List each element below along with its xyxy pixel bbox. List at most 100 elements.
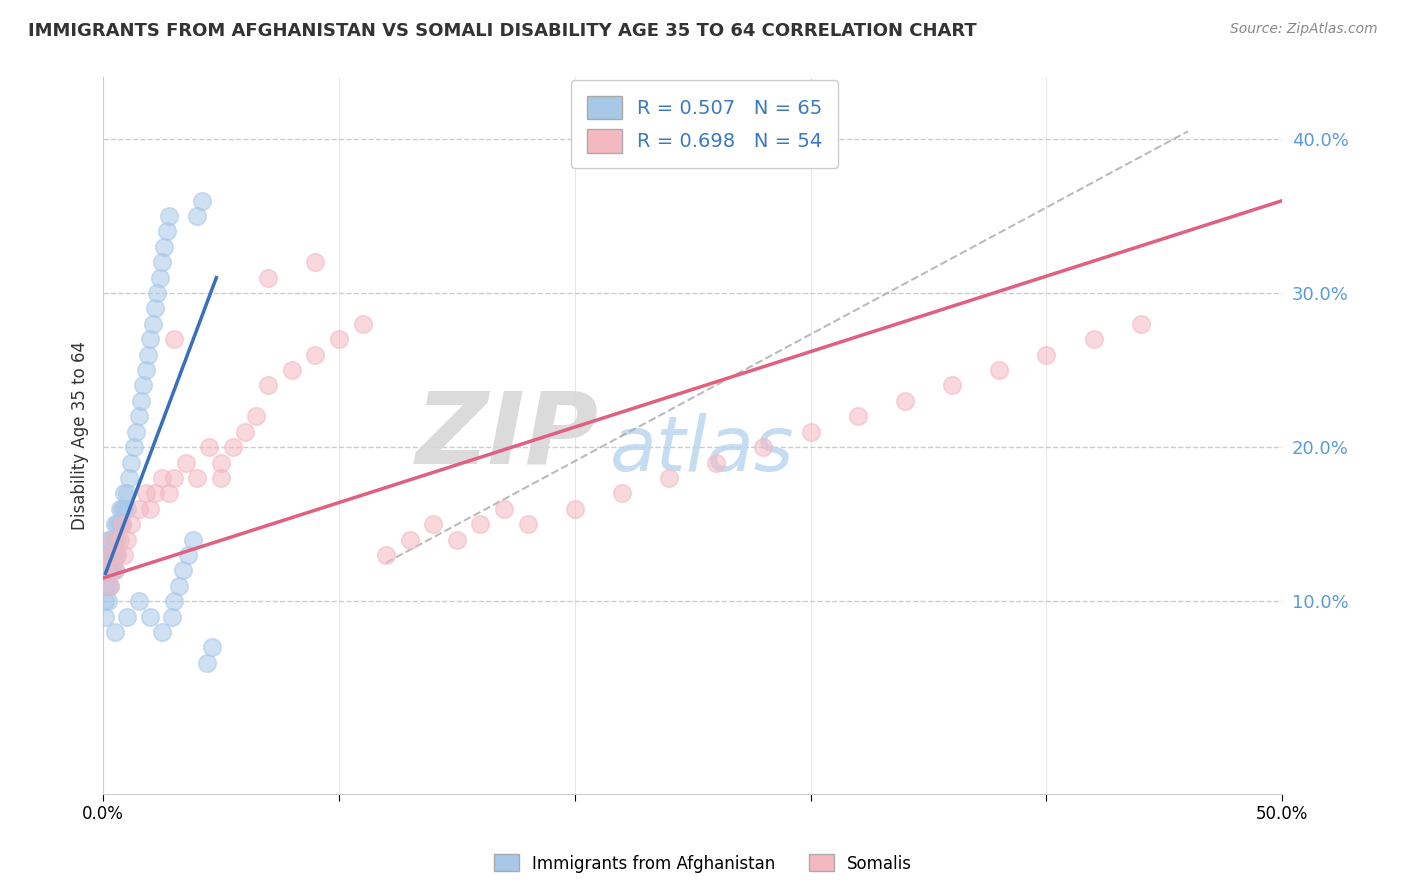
Point (564, 501, 586, 516)
Point (281, 363, 304, 377)
Point (97, 579, 120, 593)
Point (108, 517, 131, 532)
Point (135, 363, 157, 377)
Point (94, 594, 117, 608)
Point (163, 471, 186, 485)
Point (198, 440, 221, 454)
Point (174, 456, 197, 470)
Point (150, 624, 173, 639)
Point (104, 563, 127, 577)
Point (111, 501, 134, 516)
Point (135, 486, 157, 500)
Point (846, 409, 869, 424)
Point (195, 656, 218, 670)
Point (115, 501, 138, 516)
Point (257, 378, 280, 392)
Point (894, 393, 917, 408)
Point (143, 486, 166, 500)
Point (1083, 332, 1105, 346)
Y-axis label: Disability Age 35 to 64: Disability Age 35 to 64 (72, 341, 89, 530)
Point (470, 517, 492, 532)
Point (122, 440, 145, 454)
Point (98, 563, 121, 577)
Point (163, 332, 186, 346)
Point (150, 255, 173, 269)
Point (304, 348, 326, 362)
Point (153, 240, 176, 254)
Point (328, 332, 350, 346)
Point (1035, 348, 1057, 362)
Point (94, 548, 117, 562)
Point (191, 194, 214, 208)
Point (97, 548, 120, 562)
Point (201, 640, 224, 655)
Point (704, 456, 727, 470)
Point (94, 579, 117, 593)
Point (98, 579, 121, 593)
Point (149, 270, 172, 285)
Point (120, 517, 142, 532)
Point (105, 517, 128, 532)
Point (98, 579, 121, 593)
Point (157, 209, 180, 223)
Point (97, 563, 120, 577)
Point (111, 517, 134, 532)
Point (186, 471, 208, 485)
Point (97, 533, 120, 547)
Point (105, 533, 128, 547)
Point (112, 548, 135, 562)
Point (98, 548, 121, 562)
Point (128, 409, 150, 424)
Text: ZIP: ZIP (415, 387, 599, 484)
Point (150, 471, 173, 485)
Point (610, 486, 633, 500)
Point (136, 348, 159, 362)
Point (167, 579, 190, 593)
Point (104, 548, 127, 562)
Point (209, 471, 232, 485)
Point (97, 594, 120, 608)
Point (94, 609, 117, 624)
Point (112, 501, 135, 516)
Point (177, 548, 200, 562)
Point (233, 425, 256, 439)
Point (446, 533, 468, 547)
Point (352, 317, 374, 331)
Point (104, 517, 127, 532)
Point (139, 501, 162, 516)
Point (115, 486, 138, 500)
Point (186, 209, 208, 223)
Point (752, 440, 775, 454)
Point (105, 548, 128, 562)
Point (492, 501, 515, 516)
Point (101, 563, 124, 577)
Text: atlas: atlas (610, 413, 794, 487)
Point (108, 501, 131, 516)
Point (163, 594, 186, 608)
Point (128, 594, 150, 608)
Point (222, 440, 245, 454)
Point (658, 471, 681, 485)
Point (941, 378, 963, 392)
Point (209, 456, 232, 470)
Text: IMMIGRANTS FROM AFGHANISTAN VS SOMALI DISABILITY AGE 35 TO 64 CORRELATION CHART: IMMIGRANTS FROM AFGHANISTAN VS SOMALI DI… (28, 22, 977, 40)
Point (304, 255, 326, 269)
Point (118, 471, 141, 485)
Point (375, 548, 398, 562)
Point (422, 517, 444, 532)
Point (101, 533, 124, 547)
Point (172, 563, 194, 577)
Text: Source: ZipAtlas.com: Source: ZipAtlas.com (1230, 22, 1378, 37)
Point (115, 609, 138, 624)
Point (112, 486, 135, 500)
Point (142, 317, 165, 331)
Point (120, 456, 142, 470)
Point (988, 363, 1011, 377)
Point (105, 548, 128, 562)
Point (101, 548, 124, 562)
Point (129, 393, 152, 408)
Point (104, 533, 127, 547)
Point (160, 609, 183, 624)
Point (157, 486, 180, 500)
Point (1129, 317, 1152, 331)
